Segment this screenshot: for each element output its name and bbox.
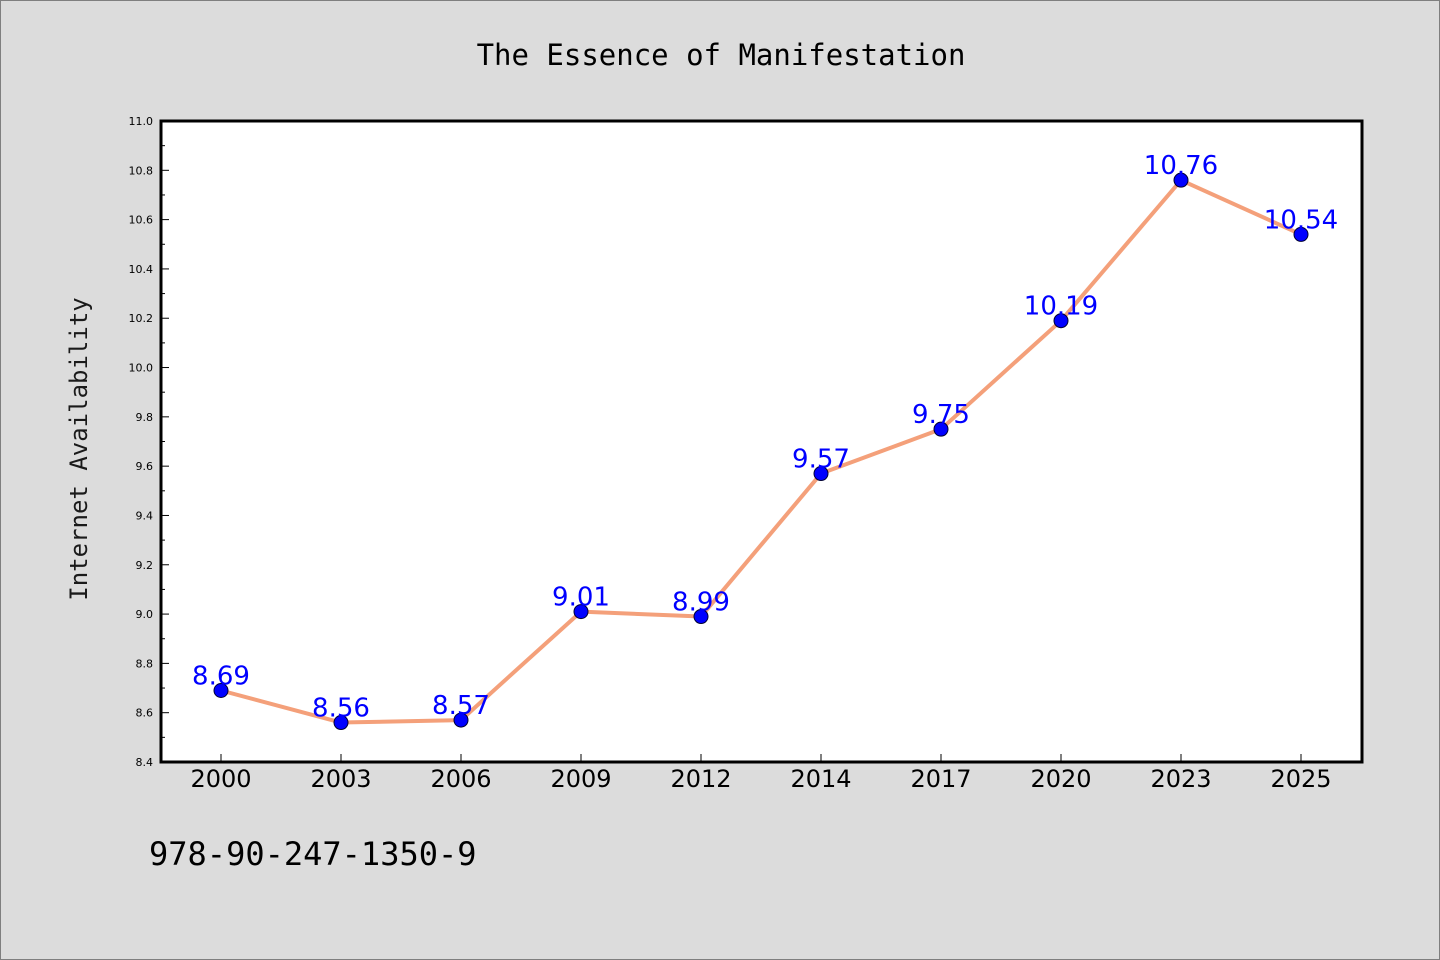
y-tick-label: 8.6 xyxy=(136,707,154,720)
data-point-marker xyxy=(813,466,829,482)
data-label: 8.69 xyxy=(192,662,250,692)
data-label: 9.57 xyxy=(792,445,850,475)
data-label: 9.01 xyxy=(552,583,610,613)
y-tick-label: 10.4 xyxy=(129,263,154,276)
x-tick-label: 2014 xyxy=(790,765,851,793)
y-tick-label: 9.4 xyxy=(136,509,154,522)
data-label: 8.99 xyxy=(672,588,730,618)
y-tick-label: 9.0 xyxy=(136,608,154,621)
y-axis: 8.4 8.6 8.8 9.0 9.2 9.4 9.6 9.8 10.0 10.2 10.4 10.6… xyxy=(129,115,169,769)
y-axis-label: Internet Availability xyxy=(65,297,93,600)
x-tick-label: 2020 xyxy=(1030,765,1091,793)
x-tick-label: 2000 xyxy=(190,765,251,793)
data-point-marker xyxy=(213,683,229,699)
plot-frame xyxy=(159,119,1364,764)
y-tick-label: 9.2 xyxy=(136,559,154,572)
data-label: 10.19 xyxy=(1024,292,1098,322)
x-tick-label: 2003 xyxy=(310,765,371,793)
data-point-marker xyxy=(1293,226,1309,242)
chart-title: The Essence of Manifestation xyxy=(477,38,966,72)
y-tick-label: 10.2 xyxy=(129,312,154,325)
data-label: 10.76 xyxy=(1144,151,1218,181)
data-point-marker xyxy=(693,609,709,625)
y-tick-label: 8.4 xyxy=(136,756,154,769)
y-tick-label: 9.6 xyxy=(136,460,154,473)
plot-area xyxy=(161,121,1362,762)
x-tick-label: 2009 xyxy=(550,765,611,793)
data-point-marker xyxy=(933,421,949,437)
data-series xyxy=(213,172,1309,731)
data-point-marker xyxy=(1053,313,1069,329)
data-label: 8.56 xyxy=(312,694,370,724)
data-label: 9.75 xyxy=(912,400,970,430)
x-axis: 2000 2003 2006 2009 2012 2014 2017 2020 2023 2025 xyxy=(190,754,1332,793)
y-tick-label: 8.8 xyxy=(136,657,154,670)
data-point-marker xyxy=(573,604,589,620)
x-tick-label: 2025 xyxy=(1270,765,1331,793)
x-tick-label: 2006 xyxy=(430,765,491,793)
y-tick-label: 10.6 xyxy=(129,214,154,227)
x-tick-label: 2012 xyxy=(670,765,731,793)
footer-isbn: 978-90-247-1350-9 xyxy=(149,835,477,873)
data-point-marker xyxy=(333,715,349,731)
data-labels: 8.69 8.56 8.57 9.01 8.99 9.57 9.75 10.19 10.76 10… xyxy=(192,151,1338,723)
series-line xyxy=(219,178,1303,725)
data-point-marker xyxy=(453,712,469,728)
y-tick-label: 10.0 xyxy=(129,362,154,375)
y-tick-label: 9.8 xyxy=(136,411,154,424)
data-point-marker xyxy=(1173,172,1189,188)
data-label: 8.57 xyxy=(432,691,490,721)
y-tick-label: 11.0 xyxy=(129,115,154,128)
data-label: 10.54 xyxy=(1264,205,1338,235)
y-tick-label: 10.8 xyxy=(129,164,154,177)
x-tick-label: 2017 xyxy=(910,765,971,793)
x-tick-label: 2023 xyxy=(1150,765,1211,793)
